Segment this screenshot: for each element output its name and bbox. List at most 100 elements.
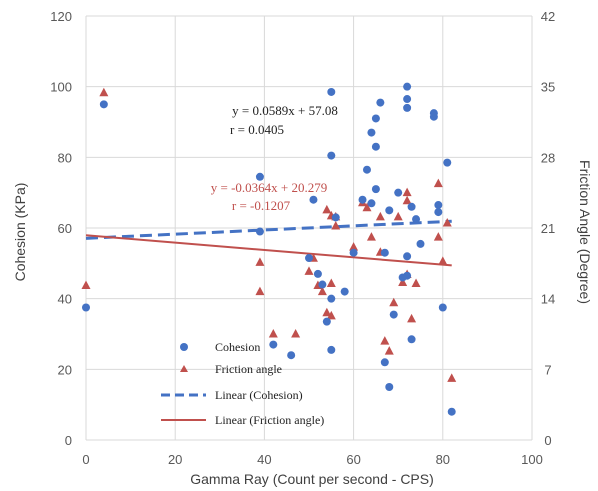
friction-trend-equation: y = -0.0364x + 20.279 [211, 180, 328, 195]
y-tick-label: 60 [58, 221, 72, 236]
friction-point [291, 329, 301, 338]
cohesion-point [358, 195, 367, 204]
friction-point [326, 310, 336, 320]
friction-point [438, 256, 448, 265]
legend-friction-trend-label: Linear (Friction angle) [215, 413, 324, 427]
x-tick-label: 100 [521, 452, 543, 467]
cohesion-point [305, 254, 313, 263]
friction-point [362, 202, 372, 212]
friction-point [99, 87, 109, 97]
cohesion-point [269, 340, 278, 349]
friction-point [304, 266, 314, 275]
y-tick-label: 120 [50, 9, 72, 24]
cohesion-point [82, 303, 90, 312]
cohesion-trend-equation: y = 0.0589x + 57.08 [232, 103, 338, 118]
cohesion-point [287, 351, 296, 360]
cohesion-point [380, 248, 389, 257]
cohesion-point [385, 383, 394, 391]
trendlines [85, 219, 452, 267]
cohesion-series [82, 82, 456, 416]
friction-point [442, 217, 452, 227]
cohesion-point [380, 358, 389, 367]
y-tick-label: 80 [58, 150, 72, 165]
legend-cohesion-trend-label: Linear (Cohesion) [215, 388, 303, 402]
y-axis-title: Cohesion (KPa) [12, 183, 28, 282]
friction-point [322, 204, 332, 214]
cohesion-point [403, 82, 412, 91]
friction-point [411, 278, 421, 288]
y-tick-label: 20 [58, 362, 72, 377]
friction-point [407, 313, 417, 323]
cohesion-point [389, 310, 398, 319]
friction-point [375, 211, 385, 221]
cohesion-point [434, 208, 443, 217]
y2-tick-label: 21 [541, 221, 555, 236]
friction-point [433, 232, 443, 241]
friction-point [255, 286, 265, 296]
y2-tick-label: 0 [544, 433, 551, 448]
friction-point [393, 211, 403, 221]
cohesion-point [322, 317, 331, 326]
friction-point [255, 257, 265, 266]
cohesion-point [394, 188, 403, 197]
legend-cohesion-marker [180, 343, 188, 351]
cohesion-point [447, 407, 456, 416]
legend: Cohesion Friction angle Linear (Cohesion… [161, 340, 324, 427]
cohesion-point [403, 95, 412, 104]
cohesion-point [340, 287, 349, 296]
legend-friction-marker [180, 365, 188, 372]
friction-point [398, 277, 408, 287]
x-axis-title: Gamma Ray (Count per second - CPS) [190, 471, 434, 487]
friction-point [322, 307, 332, 317]
cohesion-point [327, 151, 336, 160]
cohesion-point [443, 158, 452, 167]
friction-point [366, 232, 376, 241]
cohesion-point [407, 335, 416, 344]
cohesion-point [313, 269, 322, 278]
cohesion-point [367, 128, 376, 137]
cohesion-point [416, 239, 425, 248]
y2-axis-title: Friction Angle (Degree) [577, 160, 593, 304]
friction-trendline [85, 234, 452, 267]
cohesion-point [255, 227, 264, 236]
cohesion-point [371, 142, 380, 151]
friction-point [317, 286, 327, 296]
legend-friction-label: Friction angle [215, 362, 282, 376]
cohesion-trendline [85, 219, 452, 240]
cohesion-point [318, 280, 327, 289]
x-tick-label: 40 [257, 452, 271, 467]
cohesion-point [367, 199, 376, 208]
y-tick-label: 40 [58, 292, 72, 307]
friction-point [81, 280, 91, 290]
cohesion-point [371, 114, 380, 123]
friction-point [447, 373, 457, 382]
y2-tick-label: 7 [544, 362, 551, 377]
y-tick-label: 100 [50, 80, 72, 95]
friction-point [268, 329, 278, 338]
cohesion-point [255, 172, 264, 181]
cohesion-point [403, 103, 412, 112]
friction-point [433, 178, 443, 188]
cohesion-point [407, 202, 416, 211]
x-tick-label: 60 [346, 452, 360, 467]
friction-point [331, 220, 341, 230]
cohesion-point [349, 248, 358, 257]
friction-point [384, 346, 394, 355]
friction-point [402, 187, 412, 197]
y-tick-label: 0 [65, 433, 72, 448]
gridlines [85, 15, 533, 441]
cohesion-point [362, 165, 371, 174]
friction-point [326, 278, 336, 288]
y2-tick-label: 42 [541, 9, 555, 24]
cohesion-point [385, 206, 394, 215]
cohesion-point [429, 112, 438, 121]
cohesion-point [371, 185, 380, 194]
cohesion-trend-r: r = 0.0405 [230, 122, 284, 137]
x-tick-label: 20 [168, 452, 182, 467]
cohesion-point [309, 195, 318, 204]
cohesion-point [99, 100, 108, 109]
cohesion-point [376, 98, 385, 107]
cohesion-point [403, 252, 412, 261]
